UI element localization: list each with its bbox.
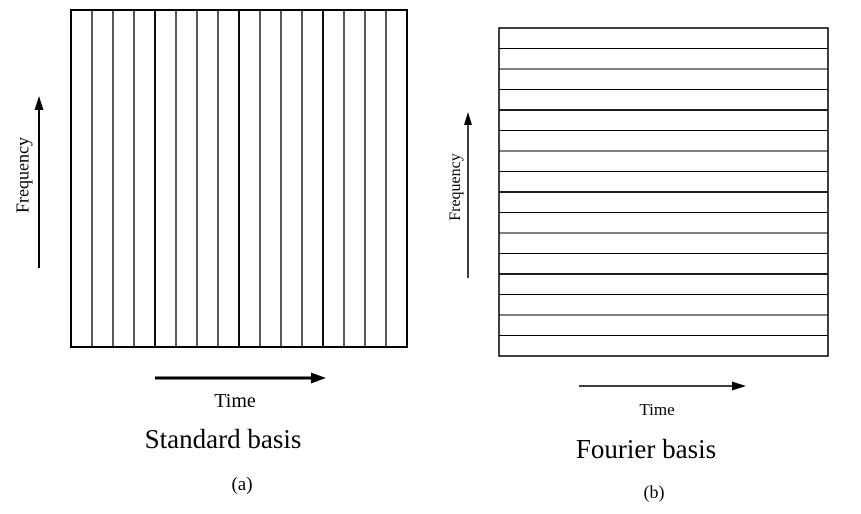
panel-standard-basis: Frequency Time Standard basis (a) bbox=[0, 0, 430, 514]
standard-basis-diagram bbox=[34, 9, 408, 384]
panel-title: Standard basis bbox=[144, 424, 302, 454]
panel-sublabel: (b) bbox=[643, 482, 665, 502]
standard-basis-partition-lines bbox=[91, 10, 387, 347]
y-axis-label: Frequency bbox=[447, 153, 464, 221]
fourier-basis-partition-lines bbox=[499, 47, 828, 337]
time-arrow bbox=[155, 372, 326, 384]
panel-title: Fourier basis bbox=[575, 434, 717, 464]
time-arrow bbox=[579, 381, 746, 391]
frequency-arrow bbox=[464, 112, 472, 278]
frequency-arrow bbox=[34, 96, 44, 268]
panel-fourier-basis: Frequency Time Fourier basis (b) bbox=[430, 0, 861, 514]
x-axis-label: Time bbox=[639, 400, 675, 419]
panel-sublabel: (a) bbox=[231, 474, 253, 495]
fourier-basis-diagram bbox=[464, 27, 829, 391]
y-axis-label: Frequency bbox=[12, 137, 33, 213]
x-axis-label: Time bbox=[214, 390, 256, 412]
